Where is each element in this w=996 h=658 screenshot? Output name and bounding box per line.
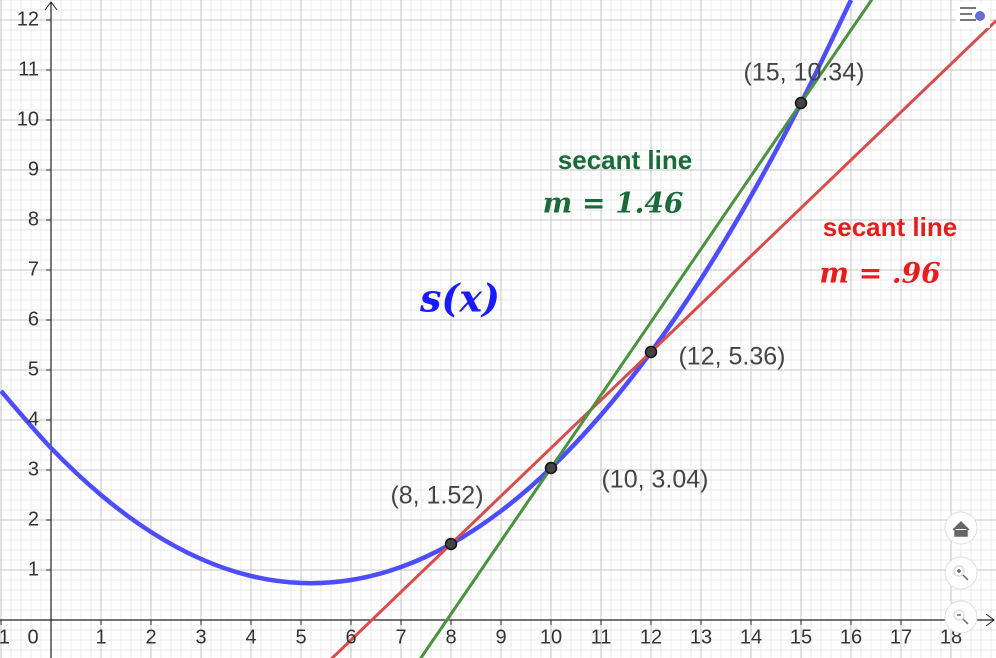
y-tick-label: 10 [17, 108, 39, 130]
x-tick-label: 6 [345, 626, 356, 648]
zoom-icon [957, 569, 969, 581]
y-tick-label: 2 [28, 508, 39, 530]
point-label: (8, 1.52) [390, 482, 483, 510]
x-tick-label: 17 [890, 626, 912, 648]
y-tick-label: 9 [28, 158, 39, 180]
secant-name: secant line [823, 212, 957, 242]
curve-label: s(x) [419, 276, 500, 321]
secant-name: secant line [558, 145, 692, 175]
slope-label: m = 1.46 [543, 187, 684, 220]
y-tick-label: 1 [28, 558, 39, 580]
x-tick-label: 13 [690, 626, 712, 648]
x-tick-label: 11 [591, 626, 612, 648]
x-tick-label: 7 [395, 626, 406, 648]
y-tick-label: 4 [28, 408, 39, 430]
x-tick-label: 8 [445, 626, 456, 648]
y-axis-arrow [44, 1, 58, 11]
point-label: (12, 5.36) [678, 343, 785, 371]
x-tick-label: 3 [195, 626, 206, 648]
menu-button[interactable] [956, 2, 990, 28]
point-label: (10, 3.04) [601, 466, 708, 494]
y-tick-label: 6 [28, 308, 39, 330]
zoom-in-button[interactable] [944, 556, 978, 590]
x-tick-label: 0 [27, 626, 38, 648]
menu-icon-dot [975, 11, 985, 21]
x-tick-label: 15 [790, 626, 812, 648]
y-tick-label: 5 [28, 358, 39, 380]
point [644, 345, 658, 359]
zoom-out-button[interactable] [944, 600, 978, 634]
x-tick-label: 2 [145, 626, 156, 648]
x-tick-label: 1 [95, 626, 106, 648]
labels: -101234567891011121314151617181234567891… [0, 8, 962, 648]
x-tick-label: 16 [840, 626, 862, 648]
point [544, 461, 558, 475]
point-label: (15, 10.34) [744, 59, 865, 87]
x-tick-label: 12 [640, 626, 662, 648]
x-axis-arrow [985, 613, 995, 627]
x-tick-label: 5 [295, 626, 306, 648]
x-tick-label: 10 [540, 626, 562, 648]
y-tick-label: 12 [17, 8, 39, 30]
home-button[interactable] [944, 511, 978, 545]
x-tick-label: 9 [495, 626, 506, 648]
y-tick-label: 7 [28, 258, 39, 280]
x-tick-label: -1 [0, 626, 10, 648]
y-tick-label: 11 [18, 58, 39, 80]
point [444, 537, 458, 551]
secant-line [330, 19, 996, 658]
home-icon [952, 520, 970, 537]
x-tick-label: 4 [245, 626, 256, 648]
y-tick-label: 8 [28, 208, 39, 230]
point [794, 96, 808, 110]
x-tick-label: 14 [740, 626, 762, 648]
slope-label: m = .96 [819, 257, 940, 290]
zoom-icon [957, 614, 969, 625]
y-tick-label: 3 [28, 458, 39, 480]
